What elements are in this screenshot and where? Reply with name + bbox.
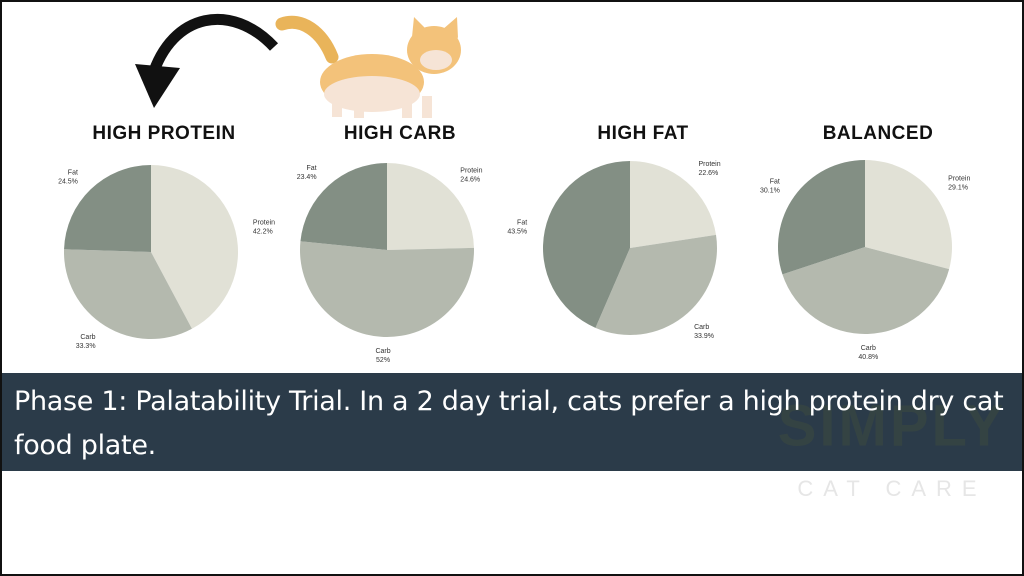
watermark-brand: SIMPLY	[778, 393, 1007, 458]
slice-label: Fat	[770, 178, 780, 185]
pie-slice	[595, 234, 717, 336]
pie-title: HIGH CARB	[344, 123, 456, 144]
slice-value-label: 24.5%	[58, 178, 78, 185]
caption: Phase 1: Palatability Trial. In a 2 day …	[14, 386, 1004, 461]
cat-illustration	[275, 15, 461, 118]
pie-slice	[151, 165, 238, 329]
arrow	[146, 13, 279, 79]
pie-slice	[64, 165, 151, 252]
slice-value-label: 33.3%	[76, 343, 96, 350]
slice-value-label: 42.2%	[253, 228, 273, 235]
pie-slice	[300, 241, 475, 338]
pie-slice	[782, 247, 950, 334]
slice-value-label: 24.6%	[460, 177, 480, 184]
slice-label: Carb	[861, 345, 876, 352]
slice-label: Fat	[517, 220, 527, 227]
slice-value-label: 29.1%	[948, 185, 968, 192]
slice-value-label: 23.4%	[297, 174, 317, 181]
slice-label: Protein	[948, 176, 970, 183]
pie-title: HIGH FAT	[597, 123, 688, 144]
slice-value-label: 30.1%	[760, 187, 780, 194]
pie-slice	[865, 160, 952, 270]
slice-label: Fat	[68, 169, 78, 176]
pie-slice	[64, 249, 192, 339]
watermark-tagline: CAT CARE	[797, 476, 986, 501]
slice-label: Carb	[375, 348, 390, 355]
pie-slice	[778, 160, 865, 275]
caption-band	[2, 373, 1022, 471]
slice-value-label: 40.8%	[858, 354, 878, 361]
arrow-head	[135, 64, 180, 108]
pie-slice	[630, 161, 717, 248]
pie-slice	[300, 163, 387, 250]
slice-label: Protein	[698, 161, 720, 168]
pie-title: BALANCED	[823, 123, 934, 144]
slice-label: Carb	[80, 334, 95, 341]
slice-label: Fat	[306, 165, 316, 172]
slice-value-label: 52%	[376, 357, 390, 364]
pie-slice	[387, 163, 474, 250]
slice-value-label: 43.5%	[507, 229, 527, 236]
slice-label: Carb	[694, 324, 709, 331]
slice-label: Protein	[253, 219, 275, 226]
slice-value-label: 22.6%	[698, 170, 718, 177]
pie-slice	[543, 161, 630, 328]
slice-value-label: 33.9%	[694, 333, 714, 340]
slice-label: Protein	[460, 168, 482, 175]
pie-title: HIGH PROTEIN	[92, 123, 235, 144]
